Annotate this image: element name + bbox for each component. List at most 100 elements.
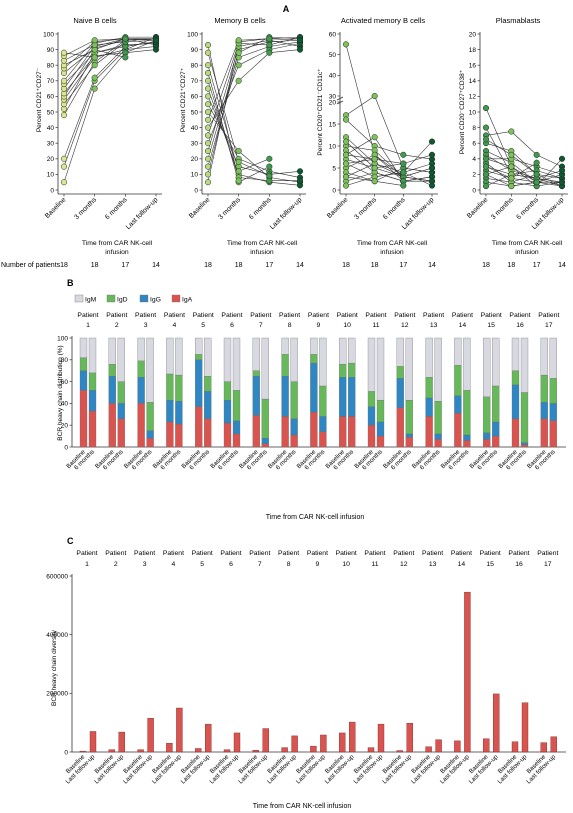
data-point [235,37,242,44]
patient-label: Patient [364,550,385,557]
x-tick-label: 6 months [382,196,407,221]
patient-number: 14 [458,561,466,568]
patient-label: Patient [135,312,156,319]
stacked-bar-segment [166,337,174,375]
panel-a3-xtitle-2: infusion [380,249,404,256]
data-point [235,147,242,155]
data-point [482,183,490,190]
x-tick-label: 6 months [515,196,540,221]
data-point [400,169,407,176]
diversity-bar [204,723,212,753]
stacked-bar-segment [405,433,413,438]
stacked-bar-segment [463,440,471,448]
data-point [266,35,273,42]
y-tick-label: 90 [47,47,55,54]
stacked-bar-segment [540,337,548,376]
patient-number: 10 [342,561,350,568]
stacked-bar-segment [195,406,203,448]
patient-trajectory-line [207,36,301,159]
data-point [342,151,350,158]
stacked-bar-segment [396,366,404,379]
diversity-bar [137,749,144,753]
y-tick-label: 20 [329,99,337,106]
panel-c-ylabel: BCR heavy chain diversity [51,629,58,706]
data-point [342,173,350,180]
data-point [122,54,129,61]
stacked-bar-segment [396,407,404,448]
diversity-bar [281,747,288,753]
stacked-bar-segment [117,403,125,419]
data-point [508,128,515,135]
diversity-bar [310,745,317,753]
stacked-bar-segment [79,337,88,358]
stacked-bar-segment [88,410,97,448]
stacked-bar-segment [540,418,548,448]
patient-number: 6 [230,322,234,329]
data-point [482,124,490,131]
data-point [204,147,212,155]
stacked-bar-segment [88,337,97,374]
diversity-bar [511,741,519,753]
patient-trajectory-line [63,41,157,85]
diversity-bar [464,591,471,753]
data-point [152,37,160,44]
patient-count: 18 [204,262,212,269]
diversity-bar [233,732,241,753]
stacked-bar-segment [108,364,116,377]
stacked-bar-segment [492,385,500,423]
stacked-bar-segment [88,390,97,412]
stacked-bar-segment [454,395,462,414]
stacked-bar-segment [252,375,260,416]
x-tick-label: 6 months [248,196,273,221]
stacked-bar-segment [425,377,433,399]
stacked-bar-segment [175,337,183,376]
patient-label: Patient [105,550,126,557]
y-tick-label: 0 [332,187,336,194]
y-tick-label: 14 [469,78,477,85]
x-tick-label: 3 months [490,196,515,221]
stacked-bar-segment [348,362,356,378]
y-tick-label: 80 [47,63,55,70]
stacked-bar-segment [463,337,471,391]
panel-a4-xtitle-1: Time from CAR NK-cell [492,240,563,247]
panel-a1-ylabel: Percent CD21⁺CD27⁻ [36,68,43,132]
data-point [400,160,407,167]
data-point [266,163,273,170]
data-point [204,171,212,178]
patient-label: Patient [336,550,357,557]
patient-number: 16 [515,561,523,568]
data-point [204,108,212,116]
y-tick-label: 15 [329,121,337,128]
data-point [371,134,378,141]
patient-count: 18 [342,262,350,269]
patient-label: Patient [164,312,185,319]
diversity-bar [454,740,461,753]
panel-a4-ylabel: Percent CD20⁻CD27⁺CD38⁺ [459,70,466,154]
diversity-bar [291,735,298,753]
stacked-bar-segment [232,337,241,391]
patient-label: Patient [192,550,213,557]
data-point [371,92,378,100]
stacked-bar-segment [549,378,557,404]
data-point [204,132,212,139]
y-tick-label: 30 [191,141,199,148]
y-tick-label: 30 [329,93,337,100]
data-point [296,46,304,53]
stacked-bar-segment [549,403,557,421]
patient-trajectory-line [207,104,301,178]
stacked-bar-segment [376,421,385,437]
patient-count: 17 [265,262,273,269]
patient-label: Patient [76,550,97,557]
data-point [235,168,242,175]
x-tick-label: Baseline [44,196,68,220]
stacked-bar-segment [348,337,356,364]
panel-a4-title: Plasmablasts [496,16,541,25]
y-tick-label: 70 [191,78,199,85]
y-tick-label: 10 [469,109,477,116]
stacked-bar-segment [117,418,125,448]
stacked-bar-segment [319,416,327,432]
stacked-bar-segment [310,362,318,413]
patient-label: Patient [134,550,155,557]
y-tick-label: 100 [43,31,54,38]
stacked-bar-segment [137,377,145,404]
